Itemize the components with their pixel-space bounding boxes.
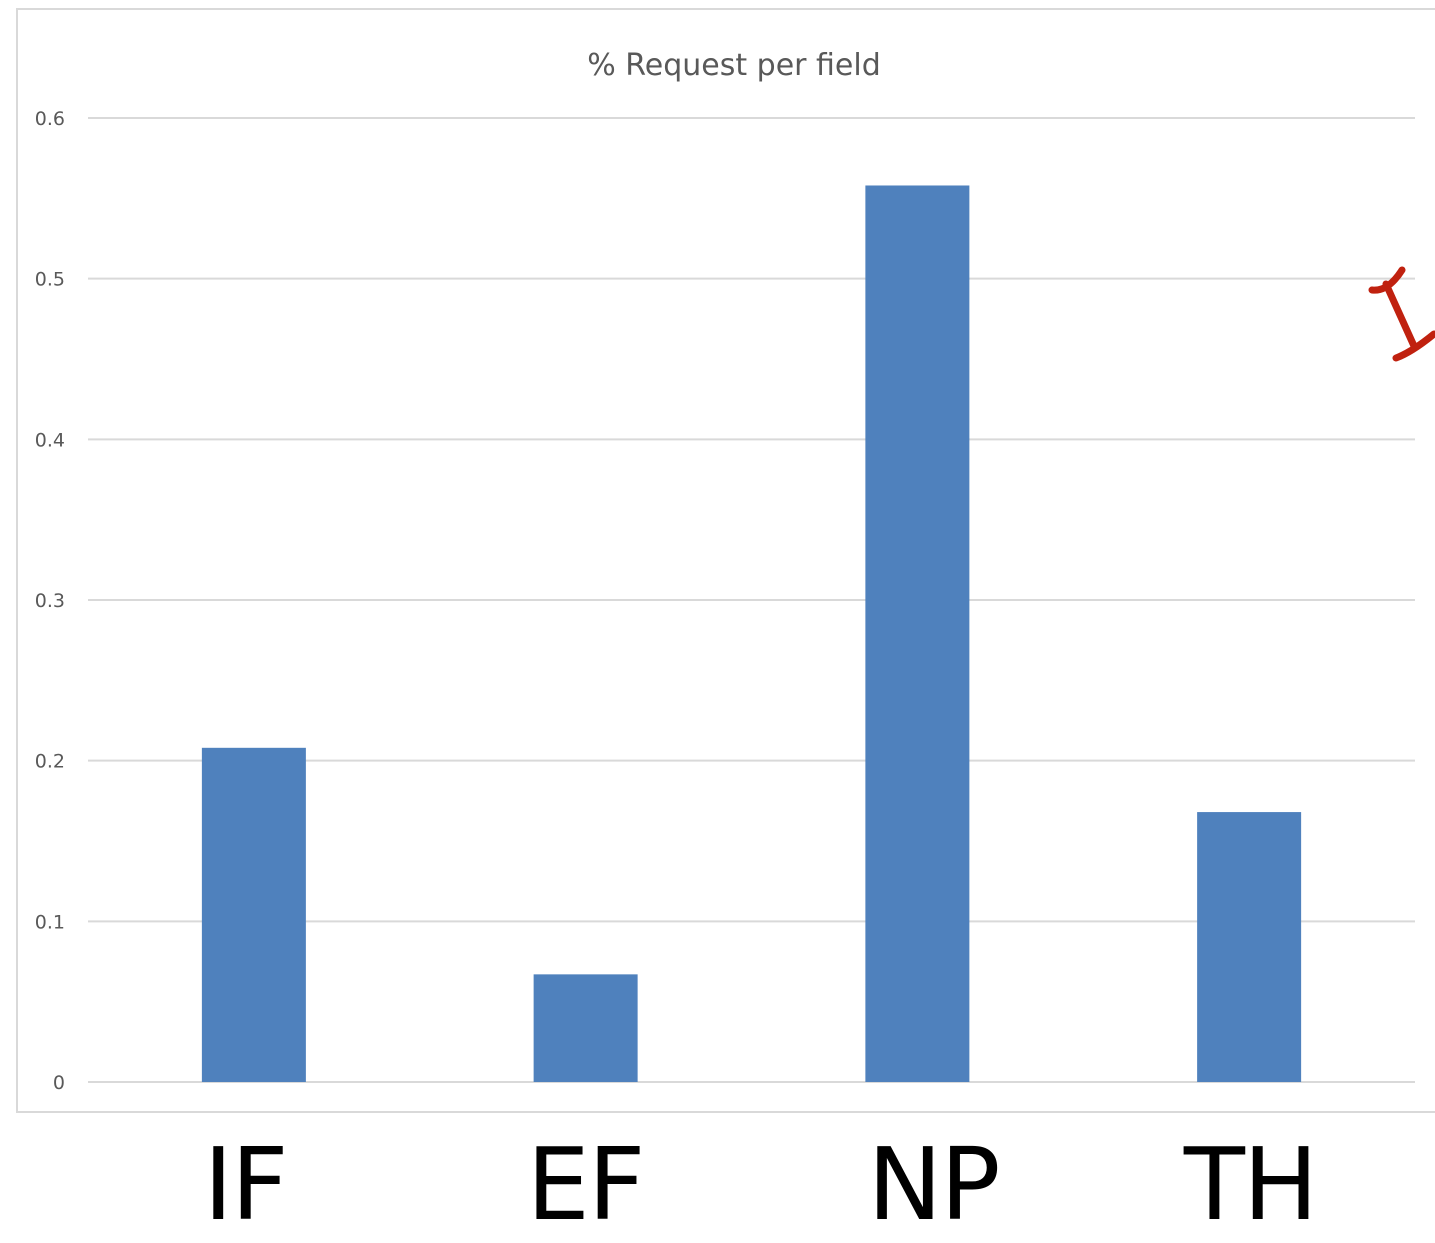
y-tick-label-3: 0.3 — [35, 590, 65, 612]
bar-ef — [533, 974, 638, 1082]
bar-np — [865, 185, 970, 1083]
x-axis-labels: IF EF NP TH — [0, 1130, 1435, 1240]
x-tick-label-ef: EF — [526, 1126, 646, 1243]
x-tick-label-if: IF — [203, 1126, 288, 1243]
red-bracket-annotation — [1368, 266, 1435, 362]
bar-th — [1197, 812, 1302, 1082]
gridlines — [88, 117, 1415, 1083]
chart-title: % Request per field — [587, 48, 881, 83]
y-tick-label-1: 0.1 — [35, 911, 65, 933]
y-tick-label-0: 0 — [53, 1072, 65, 1094]
x-tick-label-th: TH — [1183, 1126, 1318, 1243]
bar-if — [201, 747, 306, 1082]
y-tick-label-2: 0.2 — [35, 751, 65, 773]
y-tick-label-6: 0.6 — [35, 108, 65, 130]
y-tick-label-4: 0.4 — [35, 429, 65, 451]
y-tick-label-5: 0.5 — [35, 269, 65, 291]
bracket-stroke — [1368, 266, 1435, 362]
y-axis-ticks: 0 0.1 0.2 0.3 0.4 0.5 0.6 — [35, 108, 65, 1094]
x-tick-label-np: NP — [867, 1126, 1000, 1243]
bars — [201, 185, 1302, 1083]
